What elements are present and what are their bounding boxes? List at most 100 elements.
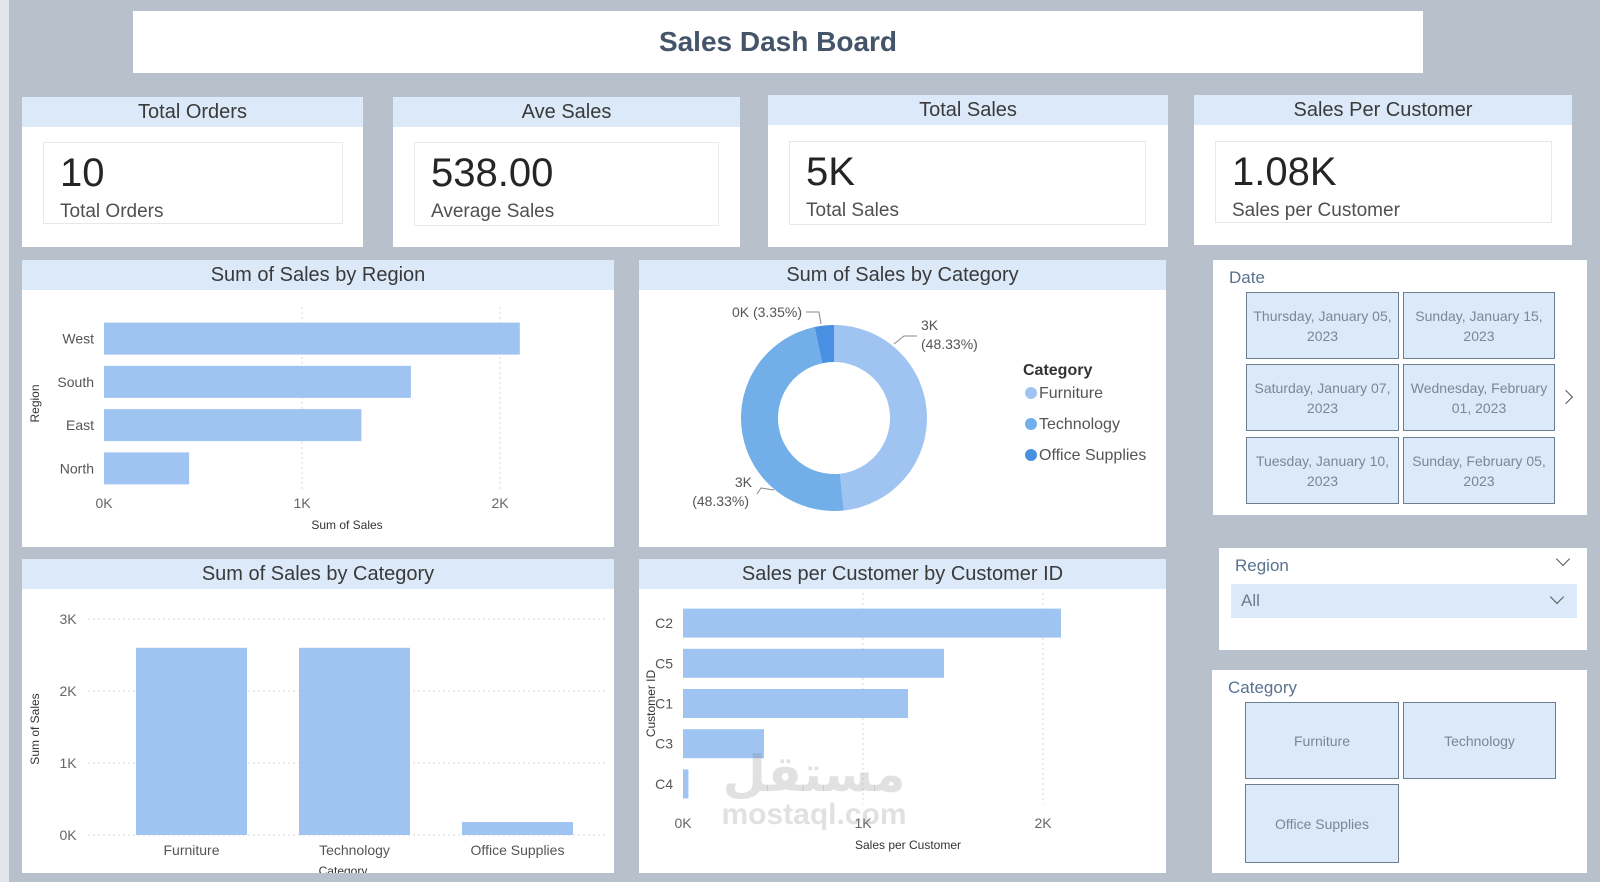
bar-c3 [683, 729, 764, 759]
chart-title: Sum of Sales by Category [639, 260, 1166, 290]
data-label: (48.33%) [692, 493, 749, 509]
y-tick-label: C2 [655, 615, 673, 631]
x-axis-title: Sales per Customer [855, 838, 961, 852]
y-tick-label: 3K [59, 611, 77, 627]
column-office-supplies [462, 822, 573, 835]
date-slicer: Date Thursday, January 05, 2023 Sunday, … [1213, 260, 1587, 515]
x-tick-label: 2K [491, 495, 509, 511]
date-option[interactable]: Tuesday, January 10, 2023 [1246, 437, 1399, 504]
bar-south [104, 365, 411, 398]
x-axis-title: Sum of Sales [311, 518, 382, 532]
x-tick-label: Office Supplies [471, 842, 565, 858]
region-dropdown[interactable]: All [1231, 584, 1577, 618]
kpi-header: Ave Sales [393, 97, 740, 127]
kpi-value: 1.08K [1232, 150, 1337, 194]
chart-sales-by-category-columns[interactable]: Sum of Sales by Category 0K 1K 2K 3K Furnitu… [22, 559, 614, 873]
left-edge [0, 0, 9, 882]
bar-c4 [683, 769, 689, 799]
customer-chart-svg: 0K 1K 2K C2 C5 C1 C3 C4 Sales per Customer Custom… [644, 593, 1061, 852]
chart-sales-by-category-donut[interactable]: Sum of Sales by Category 3K (48.33%) 3K (48… [639, 260, 1166, 547]
columns-chart-svg: 0K 1K 2K 3K Furniture Technology Office Suppli… [28, 611, 607, 873]
bar-c2 [683, 608, 1061, 638]
kpi-header: Total Sales [768, 95, 1168, 125]
y-tick-label: North [60, 460, 94, 476]
kpi-total-sales[interactable]: Total Sales 5K Total Sales [768, 95, 1168, 247]
y-tick-label: 0K [59, 827, 77, 843]
y-tick-label: C5 [655, 655, 673, 671]
category-option[interactable]: Furniture [1245, 702, 1399, 779]
slicer-title: Region [1235, 556, 1289, 575]
chevron-right-icon[interactable] [1558, 388, 1577, 408]
region-chart-svg: 0K 1K 2K West South East North Sum of Sales Regi… [28, 307, 520, 532]
leader-line [893, 335, 917, 345]
date-option[interactable]: Thursday, January 05, 2023 [1246, 292, 1399, 359]
kpi-sales-per-customer[interactable]: Sales Per Customer 1.08K Sales per Custo… [1194, 95, 1572, 245]
donut-chart-svg: 3K (48.33%) 3K (48.33%) 0K (3.35%) Category Fu… [692, 304, 1146, 512]
kpi-label: Total Orders [60, 201, 164, 222]
y-tick-label: 2K [59, 683, 77, 699]
y-tick-label: West [62, 331, 94, 347]
column-technology [299, 647, 410, 835]
bar-east [104, 409, 362, 442]
y-tick-label: C3 [655, 736, 673, 752]
kpi-card: 538.00 Average Sales [414, 142, 719, 226]
chart-sales-by-region[interactable]: Sum of Sales by Region 0K 1K 2K West South Ea… [22, 260, 614, 547]
kpi-label: Total Sales [806, 200, 899, 221]
kpi-card: 5K Total Sales [789, 141, 1146, 225]
chart-title: Sum of Sales by Category [22, 559, 614, 589]
legend-item: Furniture [1039, 385, 1103, 402]
date-option[interactable]: Wednesday, February 01, 2023 [1403, 364, 1555, 431]
kpi-header: Total Orders [22, 97, 363, 127]
date-option[interactable]: Saturday, January 07, 2023 [1246, 364, 1399, 431]
y-tick-label: C1 [655, 696, 673, 712]
legend-title: Category [1023, 362, 1092, 379]
kpi-label: Sales per Customer [1232, 200, 1400, 221]
slice-office-supplies [814, 325, 834, 364]
x-tick-label: 2K [1034, 815, 1052, 831]
region-selected-value: All [1241, 591, 1260, 610]
slicer-title: Category [1228, 678, 1297, 697]
column-furniture [136, 647, 247, 835]
x-tick-label: 0K [674, 815, 692, 831]
category-option[interactable]: Technology [1403, 702, 1556, 779]
y-tick-label: South [57, 374, 94, 390]
dashboard-title-bar: Sales Dash Board [133, 11, 1423, 73]
data-label: 0K (3.35%) [732, 304, 802, 320]
x-tick-label: Technology [319, 842, 390, 858]
chevron-down-icon [1549, 589, 1565, 606]
dashboard-title: Sales Dash Board [658, 26, 898, 57]
chart-title: Sales per Customer by Customer ID [639, 559, 1166, 589]
y-tick-label: C4 [655, 776, 673, 792]
slice-furniture [834, 325, 927, 511]
bar-west [104, 322, 520, 355]
data-label: 3K [921, 317, 939, 333]
kpi-card: 10 Total Orders [43, 142, 343, 224]
x-axis-title: Category [319, 864, 368, 873]
slice-technology [740, 327, 844, 512]
y-axis-title: Region [28, 384, 42, 422]
chart-sales-per-customer[interactable]: Sales per Customer by Customer ID 0K 1K 2K… [639, 559, 1166, 873]
kpi-value: 538.00 [431, 151, 554, 195]
kpi-total-orders[interactable]: Total Orders 10 Total Orders [22, 97, 363, 247]
kpi-label: Average Sales [431, 201, 555, 222]
x-tick-label: 1K [293, 495, 311, 511]
legend-item: Technology [1039, 416, 1120, 433]
kpi-header: Sales Per Customer [1194, 95, 1572, 125]
kpi-value: 10 [60, 151, 105, 195]
data-label: (48.33%) [921, 336, 978, 352]
y-axis-title: Sum of Sales [28, 693, 42, 764]
chevron-down-icon[interactable] [1555, 551, 1571, 568]
bar-c5 [683, 648, 944, 678]
slicer-title: Date [1229, 268, 1265, 287]
kpi-average-sales[interactable]: Ave Sales 538.00 Average Sales [393, 97, 740, 247]
kpi-card: 1.08K Sales per Customer [1215, 141, 1552, 223]
category-option[interactable]: Office Supplies [1245, 784, 1399, 863]
date-option[interactable]: Sunday, February 05, 2023 [1403, 437, 1555, 504]
chart-title: Sum of Sales by Region [22, 260, 614, 290]
leader-line [806, 311, 822, 325]
date-option[interactable]: Sunday, January 15, 2023 [1403, 292, 1555, 359]
bar-c1 [683, 689, 908, 718]
legend-item: Office Supplies [1039, 447, 1146, 464]
x-tick-label: 0K [95, 495, 113, 511]
legend-swatch [1025, 387, 1037, 399]
